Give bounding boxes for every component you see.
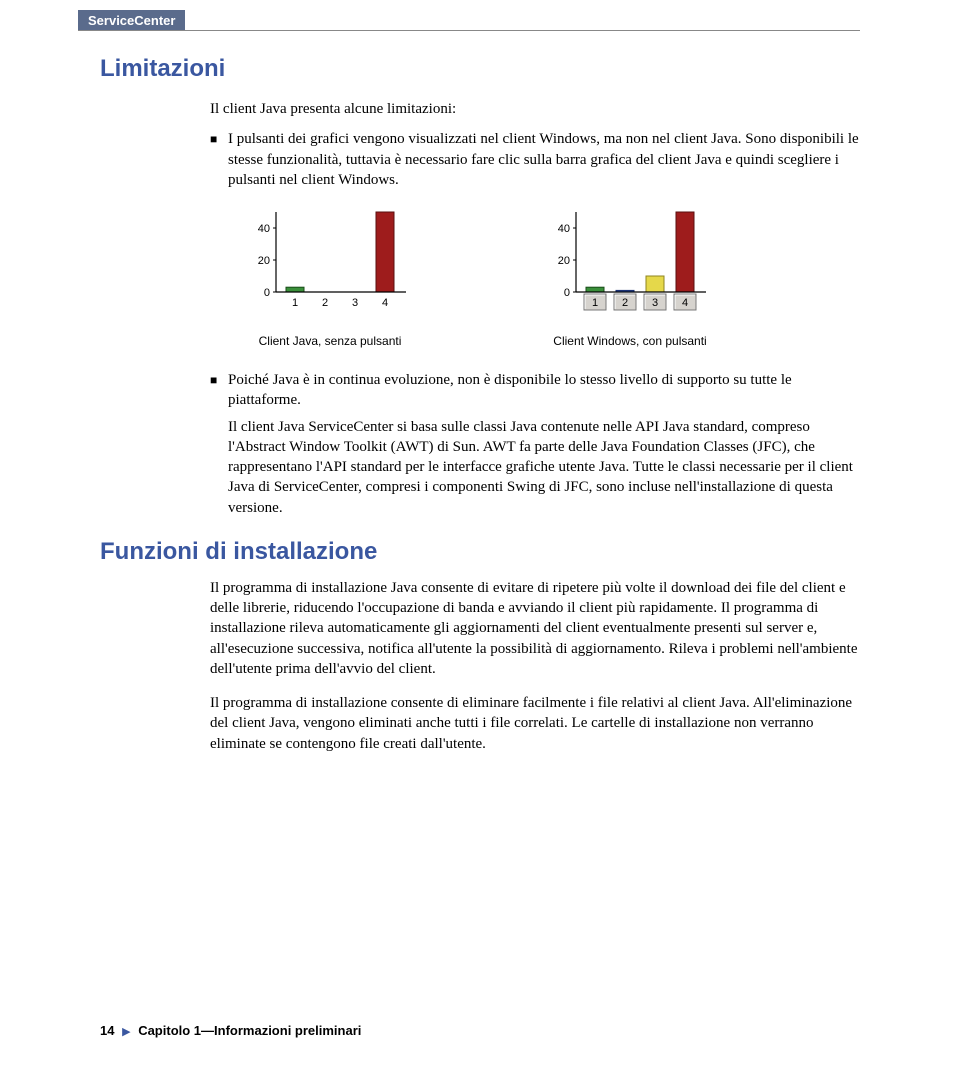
header-tab: ServiceCenter [78, 10, 185, 31]
caption-right: Client Windows, con pulsanti [530, 334, 730, 348]
bar-chart-windows: 0 20 40 1 2 3 4 [550, 208, 710, 326]
svg-text:1: 1 [292, 297, 298, 309]
chart-left: 0 20 40 1 2 3 4 [250, 208, 410, 326]
page-number: 14 [100, 1023, 114, 1038]
svg-text:0: 0 [264, 287, 270, 299]
bullet-marker: ■ [210, 129, 228, 190]
captions-row: Client Java, senza pulsanti Client Windo… [100, 334, 860, 348]
bullet-2-text: Poiché Java è in continua evoluzione, no… [228, 370, 860, 411]
section-title-limitazioni: Limitazioni [100, 55, 860, 83]
svg-text:4: 4 [382, 297, 388, 309]
footer: 14 ▶ Capitolo 1—Informazioni preliminari [100, 1023, 361, 1038]
footer-chapter: Capitolo 1—Informazioni preliminari [138, 1023, 361, 1038]
chart-right: 0 20 40 1 2 3 4 [550, 208, 710, 326]
para-after-bullet2: Il client Java ServiceCenter si basa sul… [228, 417, 860, 518]
bullet-1: ■ I pulsanti dei grafici vengono visuali… [210, 129, 860, 190]
footer-triangle-icon: ▶ [122, 1025, 130, 1038]
svg-text:40: 40 [558, 223, 570, 235]
svg-text:1: 1 [592, 297, 598, 309]
svg-text:3: 3 [352, 297, 358, 309]
header-rule [78, 30, 860, 31]
svg-text:0: 0 [564, 287, 570, 299]
bullet-marker: ■ [210, 370, 228, 411]
svg-text:40: 40 [258, 223, 270, 235]
bullet-1-text: I pulsanti dei grafici vengono visualizz… [228, 129, 860, 190]
page: ServiceCenter Limitazioni Il client Java… [0, 0, 960, 1072]
intro-text: Il client Java presenta alcune limitazio… [210, 99, 860, 119]
charts-row: 0 20 40 1 2 3 4 0 20 40 1 2 3 4 [100, 208, 860, 326]
bar-chart-java: 0 20 40 1 2 3 4 [250, 208, 410, 320]
svg-text:20: 20 [258, 255, 270, 267]
svg-text:4: 4 [682, 297, 688, 309]
svg-text:2: 2 [622, 297, 628, 309]
svg-text:3: 3 [652, 297, 658, 309]
caption-left: Client Java, senza pulsanti [230, 334, 430, 348]
svg-text:2: 2 [322, 297, 328, 309]
section2-p1: Il programma di installazione Java conse… [210, 578, 860, 679]
svg-text:20: 20 [558, 255, 570, 267]
section2-p2: Il programma di installazione consente d… [210, 693, 860, 754]
section-title-funzioni: Funzioni di installazione [100, 538, 860, 566]
bullet-2: ■ Poiché Java è in continua evoluzione, … [210, 370, 860, 411]
content: Limitazioni Il client Java presenta alcu… [100, 0, 860, 754]
